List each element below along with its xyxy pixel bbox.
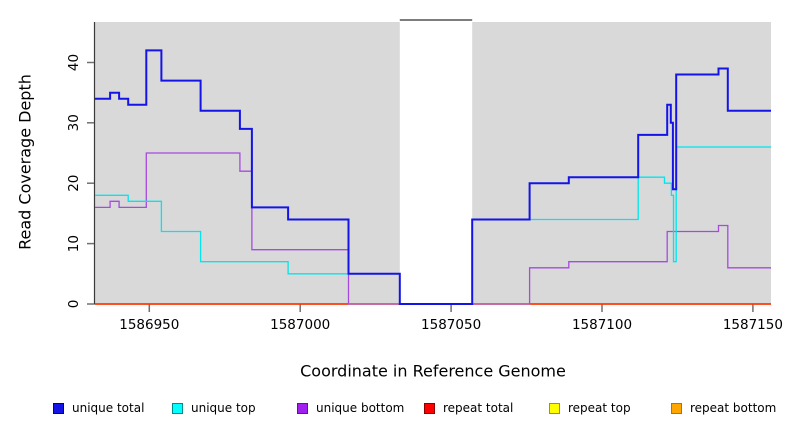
legend-item-repeat-total: repeat total [424,399,513,417]
legend-item-repeat-bottom: repeat bottom [671,399,776,417]
legend-item-unique-top: unique top [172,399,256,417]
y-tick-label: 30 [66,114,82,131]
x-tick-label: 1587000 [270,317,330,333]
legend-item-unique-total: unique total [53,399,144,417]
x-tick-label: 1587100 [572,317,632,333]
legend-swatch-repeat-top [549,402,560,414]
legend-label-unique-bottom: unique bottom [316,401,405,415]
legend-label-unique-top: unique top [191,401,256,415]
legend-swatch-unique-top [172,402,183,414]
legend-label-repeat-total: repeat total [443,401,514,415]
legend-item-unique-bottom: unique bottom [297,399,404,417]
legend-swatch-unique-total [53,402,64,414]
x-tick-label: 1587050 [421,317,481,333]
legend: unique total unique top unique bottom repea… [0,399,792,423]
coverage-gap-band [399,12,473,304]
legend-label-repeat-bottom: repeat bottom [690,401,777,415]
legend-swatch-repeat-bottom [671,402,682,414]
x-axis-title: Coordinate in Reference Genome [300,361,566,381]
y-axis-title: Read Coverage Depth [15,74,35,250]
x-tick-label: 1587150 [723,317,783,333]
legend-item-repeat-top: repeat top [549,399,631,417]
series-unique-total [95,49,771,305]
y-tick-label: 0 [66,300,82,309]
y-tick-label: 10 [66,235,82,252]
legend-label-repeat-top: repeat top [568,401,631,415]
legend-label-unique-total: unique total [72,401,145,415]
series-unique-bottom [95,152,771,305]
legend-swatch-unique-bottom [297,402,308,414]
y-tick-label: 20 [66,175,82,192]
legend-swatch-repeat-total [424,402,435,414]
y-tick-label: 40 [66,54,82,71]
x-tick-label: 1586950 [119,317,179,333]
